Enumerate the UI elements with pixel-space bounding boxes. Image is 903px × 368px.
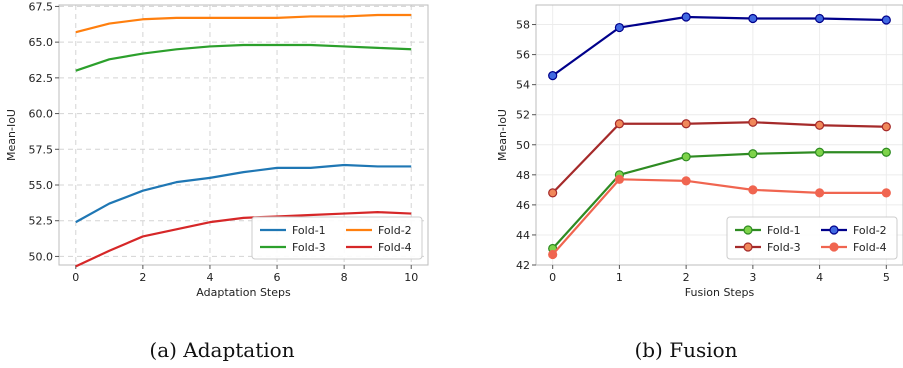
data-point-fold-2 [881,15,891,25]
data-point-fold-1 [681,152,691,162]
data-point-fold-3 [881,122,891,132]
y-tick-label: 67.5 [29,0,54,13]
legend-box [251,216,423,260]
y-axis-label: Mean-IoU [496,109,509,161]
data-point-fold-3 [548,188,558,198]
data-point-fold-2 [614,22,625,33]
x-tick-label: 0 [72,271,79,284]
x-tick-label: 0 [549,271,556,284]
x-axis-label: Fusion Steps [685,286,755,299]
y-tick-label: 62.5 [29,72,54,85]
x-tick-label: 1 [616,271,623,284]
y-tick-label: 52.5 [29,215,54,228]
series-line-fold-1 [551,151,887,250]
data-point-fold-2 [681,12,691,22]
y-tick-label: 46 [516,199,530,212]
data-point-fold-3 [814,120,825,130]
legend-label-fold-2: Fold-2 [853,224,887,237]
legend: Fold-1 Fold-2 Fold-3 Fold-4 [251,216,423,260]
series-line-fold-2 [75,13,412,34]
plot-frame [535,4,903,266]
x-tick-label: 2 [139,271,146,284]
y-tick-label: 58 [516,19,530,32]
x-tick-label: 4 [816,271,823,284]
chart-fusion: 0 1 2 3 4 5 42 44 46 48 50 52 54 56 58 Fusion Steps Mean… [496,4,903,299]
data-point-fold-1 [814,147,825,157]
x-tick-label: 3 [749,271,756,284]
caption-adaptation: (a) Adaptation [149,338,295,362]
x-tick-label: 8 [341,271,348,284]
legend-label-fold-1: Fold-1 [767,224,801,237]
y-tick-label: 65.0 [29,36,54,49]
y-tick-label: 42 [516,259,530,272]
y-tick-label: 60.0 [29,108,54,121]
y-tick-label: 50 [516,139,530,152]
y-tick-label: 50.0 [29,250,54,263]
series-line-fold-3 [551,121,887,194]
data-point-fold-1 [748,149,758,159]
legend-label-fold-3: Fold-3 [767,241,801,254]
legend-label-fold-2: Fold-2 [378,224,412,237]
data-point-fold-2 [548,71,558,81]
legend-marker-fold-2 [829,225,839,235]
series-line-fold-4 [75,211,412,268]
data-point-fold-4 [548,249,558,260]
y-tick-label: 52 [516,109,530,122]
legend-marker-fold-1 [743,225,753,235]
x-tick-label: 5 [883,271,890,284]
chart-adaptation: 0 2 4 6 8 10 50.0 52.5 55.0 57.5 60.0 62.5 65.0 67.5 A… [5,0,429,299]
y-tick-label: 44 [516,229,530,242]
x-tick-label: 2 [683,271,690,284]
data-point-fold-2 [814,13,825,24]
data-point-fold-4 [614,174,625,184]
legend-label-fold-3: Fold-3 [292,241,326,254]
legend-label-fold-4: Fold-4 [378,241,412,254]
y-tick-label: 55.0 [29,179,54,192]
data-point-fold-1 [881,147,891,157]
data-point-fold-2 [748,13,758,24]
legend-label-fold-4: Fold-4 [853,241,887,254]
data-point-fold-3 [681,119,691,129]
caption-fusion: (b) Fusion [634,338,738,362]
y-tick-label: 54 [516,79,530,92]
data-point-fold-4 [681,176,691,186]
series-line-fold-3 [75,43,412,72]
series-line-fold-2 [552,15,887,77]
data-point-fold-4 [881,188,891,198]
data-point-fold-4 [814,188,825,198]
y-tick-label: 48 [516,169,530,182]
x-axis-label: Adaptation Steps [196,286,291,299]
x-tick-label: 4 [206,271,213,284]
y-axis-label: Mean-IoU [5,109,18,161]
legend-box [726,216,898,260]
legend: Fold-1 Fold-2 Fold-3 Fold-4 [726,216,898,260]
data-point-fold-3 [614,119,625,129]
x-tick-label: 6 [274,271,281,284]
data-point-fold-4 [748,185,758,195]
legend-label-fold-1: Fold-1 [292,224,326,237]
legend-marker-fold-4 [829,242,839,252]
y-tick-label: 57.5 [29,143,54,156]
legend-marker-fold-3 [743,242,753,252]
data-point-fold-3 [748,117,758,127]
series-line-fold-4 [551,178,887,256]
plot-frame [58,4,429,266]
series-line-fold-1 [75,163,412,224]
x-tick-label: 10 [404,271,418,284]
y-tick-label: 56 [516,49,530,62]
